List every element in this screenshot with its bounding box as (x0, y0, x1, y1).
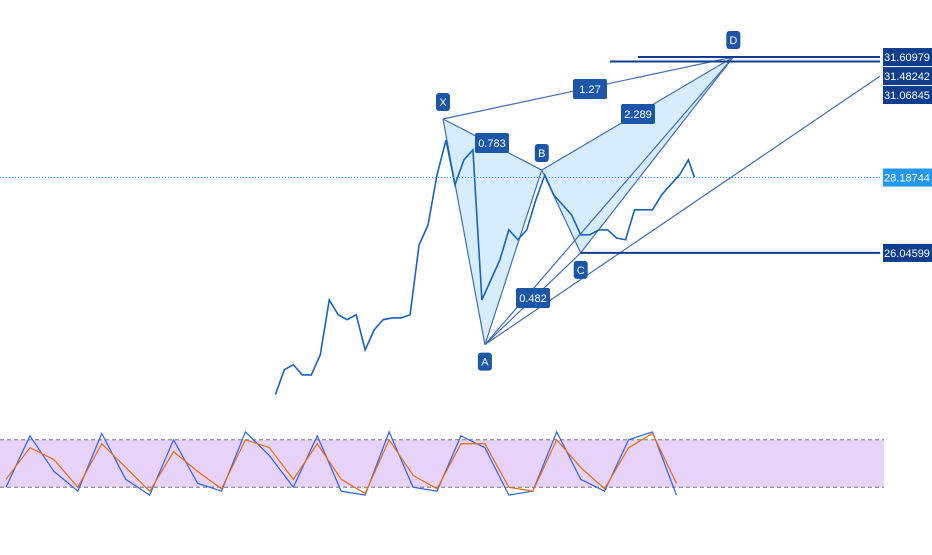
price-label: 31.06845 (883, 86, 932, 105)
point-label-bg (477, 352, 492, 371)
point-label: D (729, 35, 737, 47)
pattern-fill (442, 118, 542, 345)
channel-line (484, 75, 881, 346)
price-label-text: 31.06845 (884, 90, 930, 102)
point-label-bg (573, 260, 588, 279)
ratio-label-bg (516, 288, 550, 308)
pattern-fill (541, 57, 734, 253)
point-label-bg (726, 31, 741, 50)
ratio-label: 0.783 (478, 138, 506, 150)
point-label-bg (435, 92, 450, 111)
price-label-bg (883, 67, 932, 86)
point-label: B (538, 148, 545, 160)
price-label-bg (883, 243, 932, 262)
price-label: 31.48242 (883, 67, 932, 86)
ratio-label-bg (621, 104, 655, 124)
pattern-leg (484, 169, 543, 345)
oscillator-line (5, 432, 678, 495)
oscillator-line (5, 430, 678, 496)
price-label-bg (883, 48, 932, 67)
price-label-text: 26.04599 (884, 248, 930, 260)
price-label: 26.04599 (883, 243, 932, 262)
point-label: X (439, 97, 447, 109)
ratio-label: 0.482 (519, 293, 547, 305)
price-label-bg (883, 86, 932, 105)
price-label-text: 31.48242 (884, 71, 930, 83)
ratio-label: 2.289 (624, 109, 652, 121)
price-line (274, 139, 696, 395)
price-label-bg (883, 168, 932, 187)
price-label: 31.60979 (883, 48, 932, 67)
price-label-text: 28.18744 (884, 172, 930, 184)
ratio-label: 1.27 (579, 84, 600, 96)
price-label-text: 31.60979 (884, 52, 930, 64)
point-label: A (481, 357, 489, 369)
ratio-label-bg (475, 133, 509, 153)
pattern-leg (580, 56, 734, 254)
point-label: C (577, 265, 585, 277)
point-label-bg (534, 144, 549, 163)
price-label: 28.18744 (883, 168, 932, 187)
ratio-label-bg (573, 79, 607, 99)
